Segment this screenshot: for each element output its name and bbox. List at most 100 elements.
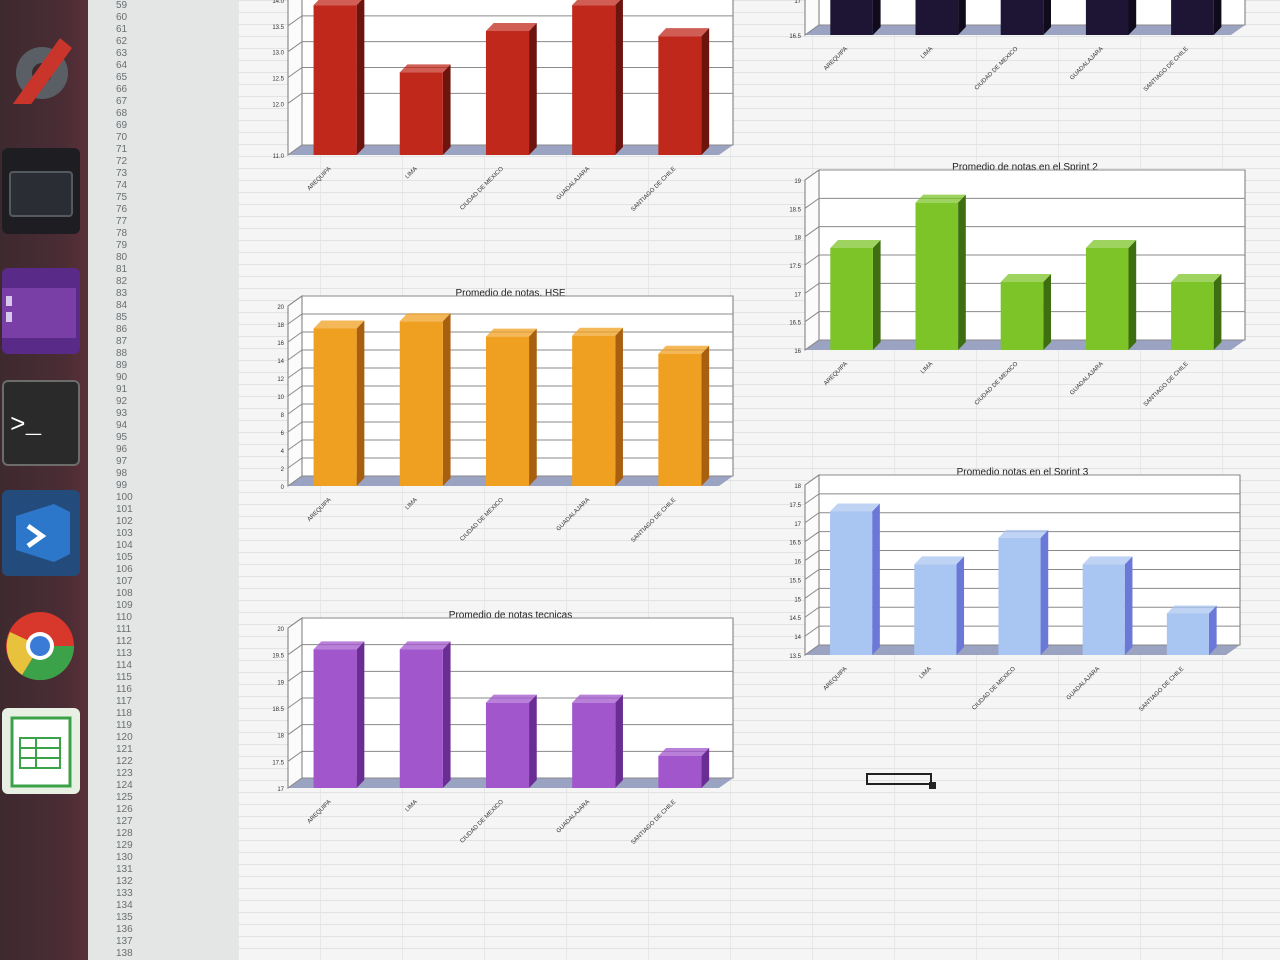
row-number[interactable]: 82 bbox=[116, 276, 128, 287]
row-number[interactable]: 74 bbox=[116, 180, 128, 191]
chart-green[interactable]: Promedio de notas en el Sprint 2 16 16.5 17… bbox=[760, 150, 1260, 460]
row-number[interactable]: 84 bbox=[116, 300, 128, 311]
row-number[interactable]: 104 bbox=[116, 540, 133, 551]
chart-bar[interactable] bbox=[313, 641, 365, 788]
chart-bar[interactable] bbox=[914, 556, 965, 655]
chart-orange[interactable]: Promedio de notas, HSE 0 2 4 6 8 10 12 14 16 18 20 A… bbox=[248, 278, 748, 598]
row-number[interactable]: 100 bbox=[116, 492, 133, 503]
row-number[interactable]: 136 bbox=[116, 924, 133, 935]
row-number[interactable]: 72 bbox=[116, 156, 128, 167]
row-number[interactable]: 123 bbox=[116, 768, 133, 779]
row-number[interactable]: 71 bbox=[116, 144, 128, 155]
chart-bar[interactable] bbox=[1166, 605, 1217, 655]
row-number[interactable]: 91 bbox=[116, 384, 128, 395]
row-number[interactable]: 76 bbox=[116, 204, 128, 215]
row-number[interactable]: 78 bbox=[116, 228, 128, 239]
chart-bar[interactable] bbox=[485, 23, 537, 155]
row-number[interactable]: 97 bbox=[116, 456, 128, 467]
row-number[interactable]: 133 bbox=[116, 888, 133, 899]
settings-tool-icon[interactable] bbox=[2, 18, 80, 104]
spreadsheet-icon[interactable] bbox=[2, 708, 80, 794]
row-number[interactable]: 73 bbox=[116, 168, 128, 179]
chart-bar[interactable] bbox=[1000, 274, 1051, 350]
row-number[interactable]: 125 bbox=[116, 792, 133, 803]
chart-bar[interactable] bbox=[572, 0, 623, 155]
row-number[interactable]: 67 bbox=[116, 96, 128, 107]
chart-bar[interactable] bbox=[399, 641, 451, 788]
chart-bar[interactable] bbox=[399, 64, 451, 155]
terminal-icon[interactable]: >_ bbox=[2, 380, 80, 466]
row-number[interactable]: 127 bbox=[116, 816, 133, 827]
row-number[interactable]: 102 bbox=[116, 516, 133, 527]
row-number[interactable]: 116 bbox=[116, 684, 132, 695]
row-number[interactable]: 118 bbox=[116, 708, 132, 719]
chart-bar[interactable] bbox=[1085, 0, 1137, 35]
chart-bar[interactable] bbox=[658, 748, 710, 788]
row-number[interactable]: 129 bbox=[116, 840, 133, 851]
row-number[interactable]: 109 bbox=[116, 600, 133, 611]
chart-bar[interactable] bbox=[998, 529, 1049, 655]
chart-bar[interactable] bbox=[313, 320, 365, 487]
row-number[interactable]: 88 bbox=[116, 348, 128, 359]
row-number[interactable]: 135 bbox=[116, 912, 133, 923]
fill-handle[interactable] bbox=[929, 782, 936, 789]
row-number[interactable]: 60 bbox=[116, 12, 128, 23]
row-number[interactable]: 81 bbox=[116, 264, 128, 275]
row-number[interactable]: 128 bbox=[116, 828, 133, 839]
chart-bar[interactable] bbox=[915, 0, 966, 35]
chart-bar[interactable] bbox=[1000, 0, 1051, 35]
row-number[interactable]: 138 bbox=[116, 948, 133, 959]
row-number[interactable]: 110 bbox=[116, 612, 132, 623]
row-number[interactable]: 94 bbox=[116, 420, 128, 431]
row-number[interactable]: 121 bbox=[116, 744, 133, 755]
row-number[interactable]: 134 bbox=[116, 900, 133, 911]
row-number[interactable]: 130 bbox=[116, 852, 133, 863]
row-number[interactable]: 101 bbox=[116, 504, 133, 515]
row-number[interactable]: 80 bbox=[116, 252, 128, 263]
row-number[interactable]: 108 bbox=[116, 588, 133, 599]
chart-bar[interactable] bbox=[830, 240, 881, 350]
chart-bar[interactable] bbox=[658, 345, 710, 486]
row-number[interactable]: 61 bbox=[116, 24, 128, 35]
row-number[interactable]: 64 bbox=[116, 60, 128, 71]
row-number[interactable]: 107 bbox=[116, 576, 133, 587]
chart-bar[interactable] bbox=[830, 0, 881, 35]
chart-bar[interactable] bbox=[1085, 240, 1137, 350]
window-app-icon[interactable] bbox=[2, 148, 80, 234]
row-number[interactable]: 117 bbox=[116, 696, 132, 707]
row-number[interactable]: 62 bbox=[116, 36, 128, 47]
cell-cursor[interactable] bbox=[866, 773, 932, 785]
row-number[interactable]: 111 bbox=[116, 624, 132, 635]
row-number[interactable]: 120 bbox=[116, 732, 133, 743]
row-number[interactable]: 85 bbox=[116, 312, 128, 323]
row-number[interactable]: 99 bbox=[116, 480, 128, 491]
chrome-icon[interactable] bbox=[2, 598, 80, 684]
row-number[interactable]: 63 bbox=[116, 48, 128, 59]
chart-bar[interactable] bbox=[485, 694, 537, 788]
row-number[interactable]: 89 bbox=[116, 360, 128, 371]
row-number[interactable]: 126 bbox=[116, 804, 133, 815]
row-number[interactable]: 95 bbox=[116, 432, 128, 443]
row-number[interactable]: 114 bbox=[116, 660, 132, 671]
chart-bar[interactable] bbox=[1171, 274, 1222, 350]
row-number[interactable]: 105 bbox=[116, 552, 133, 563]
row-number[interactable]: 83 bbox=[116, 288, 128, 299]
purple-app-icon[interactable] bbox=[2, 268, 80, 354]
row-number[interactable]: 66 bbox=[116, 84, 128, 95]
row-number[interactable]: 96 bbox=[116, 444, 128, 455]
row-number[interactable]: 124 bbox=[116, 780, 133, 791]
row-number[interactable]: 75 bbox=[116, 192, 128, 203]
row-number[interactable]: 79 bbox=[116, 240, 128, 251]
row-number[interactable]: 65 bbox=[116, 72, 128, 83]
row-number[interactable]: 112 bbox=[116, 636, 132, 647]
chart-bar[interactable] bbox=[399, 313, 451, 486]
chart-dark[interactable]: 16.5 17 AREQUIPA LIMA CIUDAD DE MEXICO GUADAL… bbox=[760, 0, 1260, 145]
chart-bar[interactable] bbox=[1171, 0, 1222, 35]
row-number[interactable]: 77 bbox=[116, 216, 128, 227]
row-number[interactable]: 122 bbox=[116, 756, 133, 767]
row-number[interactable]: 106 bbox=[116, 564, 133, 575]
row-number[interactable]: 131 bbox=[116, 864, 133, 875]
row-number[interactable]: 132 bbox=[116, 876, 133, 887]
vscode-icon[interactable] bbox=[2, 490, 80, 576]
row-number[interactable]: 103 bbox=[116, 528, 133, 539]
